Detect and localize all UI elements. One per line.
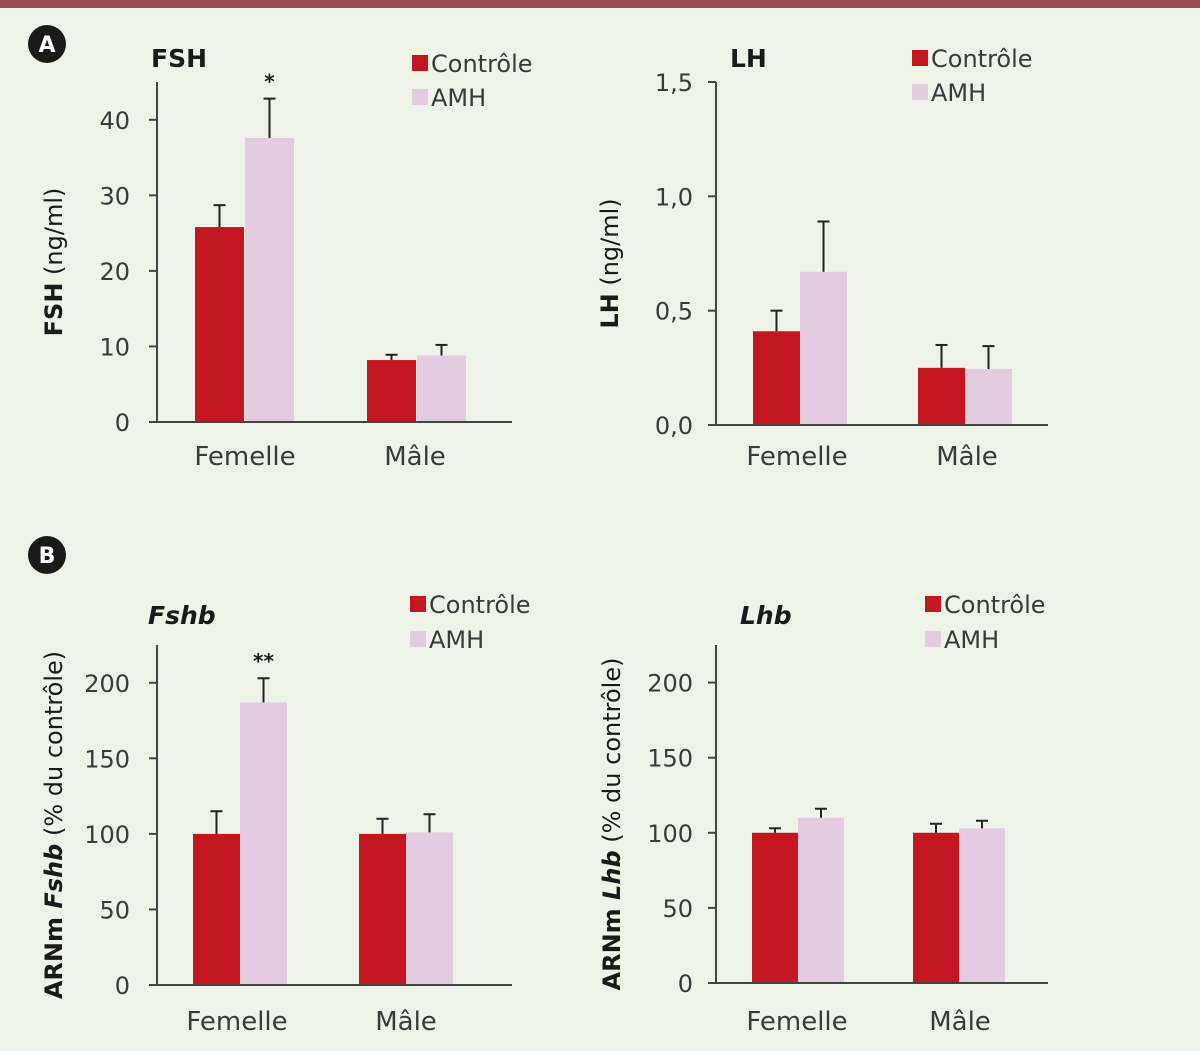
bar-controle-femelle [752,832,798,983]
category-label-femelle: Femelle [186,1007,287,1037]
significance-marker: * [264,70,275,94]
legend-swatch-amh [412,89,428,105]
y-axis-label-bold: ARNm [598,900,626,991]
y-tick-label: 1,0 [655,183,693,211]
legend-swatch-controle [925,596,941,612]
top-bar [0,0,1200,8]
category-label-mâle: Mâle [375,1007,437,1037]
y-axis-label-bold: LH [596,293,624,328]
bar-amh-femelle [240,702,287,985]
y-tick-label: 30 [99,182,130,210]
bar-controle-mâle [918,367,965,425]
bar-amh-mâle [417,355,466,422]
y-tick-label: 0 [678,970,693,998]
y-tick-label: 20 [99,258,130,286]
chart-title: Fshb [148,601,216,630]
bar-amh-mâle [959,828,1005,983]
chart-title: FSH [151,44,207,73]
y-tick-label: 0,5 [655,298,693,326]
category-label-mâle: Mâle [936,442,998,472]
category-label-mâle: Mâle [384,442,446,472]
legend: Contrôle AMH [925,591,1046,654]
y-axis-label: FSH (ng/ml) [40,188,68,337]
y-tick-label: 10 [99,333,130,361]
bar-controle-femelle [193,833,240,985]
legend-swatch-amh [912,84,928,100]
chart-title: Lhb [740,601,792,630]
y-axis-label: ARNm Fshb (% du contrôle) [40,651,68,999]
y-tick-label: 150 [647,745,693,773]
legend-swatch-controle [912,50,928,66]
y-tick-label: 40 [99,107,130,135]
category-label-femelle: Femelle [194,442,295,472]
legend-swatch-controle [410,596,426,612]
bar-amh-femelle [800,271,847,425]
panel-letter: A [38,33,55,58]
y-axis-label-gene: Fshb [40,844,68,909]
bar-amh-mâle [965,368,1012,425]
y-axis-label-unit: (ng/ml) [40,188,68,283]
panel-badge-a: A [28,25,66,63]
y-tick-label: 1,5 [655,69,693,97]
y-axis-label: LH (ng/ml) [596,198,624,328]
bar-controle-femelle [753,331,800,425]
y-axis-label: ARNm Lhb (% du contrôle) [598,658,626,991]
y-axis-label-unit: (% du contrôle) [598,658,626,851]
legend-label-controle: Contrôle [431,50,533,78]
y-tick-label: 200 [647,670,693,698]
bar-amh-mâle [406,832,453,985]
legend-swatch-amh [925,631,941,647]
y-tick-label: 0,0 [655,412,693,440]
bar-controle-femelle [195,227,244,422]
legend: Contrôle AMH [412,50,533,112]
legend: Contrôle AMH [912,45,1033,107]
y-tick-label: 0 [115,972,130,1000]
legend-label-controle: Contrôle [944,591,1046,619]
y-tick-label: 50 [99,896,130,924]
chart-title: LH [730,44,767,73]
y-tick-label: 150 [84,745,130,773]
y-axis-label-gene: Lhb [598,850,626,900]
legend-swatch-amh [410,631,426,647]
legend: Contrôle AMH [410,591,531,654]
significance-marker: ** [253,649,274,673]
y-tick-label: 50 [662,895,693,923]
bar-amh-femelle [798,817,844,983]
y-axis-label-unit: (ng/ml) [596,198,624,293]
category-label-femelle: Femelle [746,442,847,472]
legend-swatch-controle [412,55,428,71]
bar-controle-mâle [367,360,416,422]
bar-controle-mâle [359,833,406,985]
y-tick-label: 100 [84,821,130,849]
panel-badge-circle [28,536,66,574]
y-tick-label: 200 [84,670,130,698]
y-axis-label-bold: FSH [40,283,68,337]
legend-label-amh: AMH [431,84,486,112]
panel-badge-circle [28,25,66,63]
category-label-mâle: Mâle [929,1007,991,1037]
panel-letter: B [39,544,56,569]
bar-controle-mâle [913,832,959,983]
y-axis-label-bold: ARNm [40,909,68,1000]
legend-label-amh: AMH [944,626,999,654]
bar-amh-femelle [245,137,294,422]
category-label-femelle: Femelle [746,1007,847,1037]
y-axis-label-unit: (% du contrôle) [40,651,68,844]
legend-label-amh: AMH [931,79,986,107]
y-tick-label: 0 [115,409,130,437]
panel-badge-b: B [28,536,66,574]
legend-label-controle: Contrôle [429,591,531,619]
legend-label-controle: Contrôle [931,45,1033,73]
y-tick-label: 100 [647,820,693,848]
legend-label-amh: AMH [429,626,484,654]
